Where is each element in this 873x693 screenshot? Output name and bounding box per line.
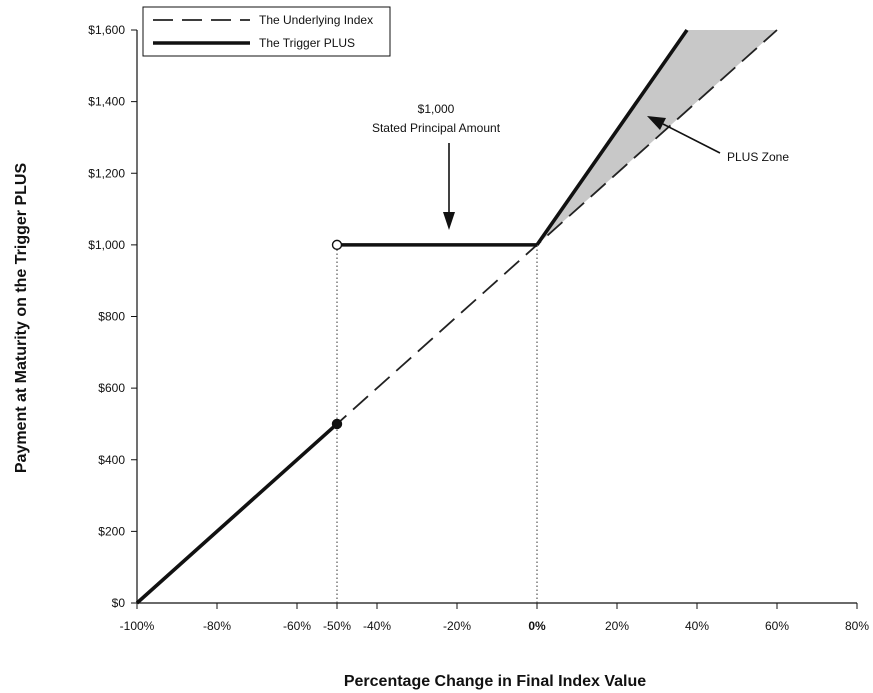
principal-amount-label: $1,000 bbox=[418, 102, 455, 116]
y-tick-label: $1,600 bbox=[88, 23, 125, 37]
filled-marker bbox=[331, 418, 343, 430]
legend-label-underlying-index: The Underlying Index bbox=[259, 13, 373, 27]
y-tick-label: $600 bbox=[98, 381, 125, 395]
y-tick-label: $200 bbox=[98, 524, 125, 538]
x-tick-label: 20% bbox=[605, 619, 629, 633]
y-tick-label: $1,200 bbox=[88, 166, 125, 180]
legend: The Underlying Index The Trigger PLUS bbox=[142, 6, 391, 57]
plus-zone-arrow-head bbox=[647, 116, 666, 130]
underlying-index-line bbox=[136, 29, 778, 604]
x-tick-label: -20% bbox=[443, 619, 471, 633]
trigger-plus-segment bbox=[135, 422, 339, 605]
y-tick-label: $0 bbox=[112, 596, 126, 610]
plus-zone-arrow-shaft bbox=[662, 123, 721, 154]
y-tick-label: $1,000 bbox=[88, 238, 125, 252]
plus-zone-label: PLUS Zone bbox=[727, 150, 789, 164]
legend-box bbox=[142, 6, 391, 57]
y-tick-label: $800 bbox=[98, 310, 125, 324]
x-tick-label: -50% bbox=[323, 619, 351, 633]
x-tick-label: 80% bbox=[845, 619, 869, 633]
open-marker bbox=[331, 239, 343, 251]
x-axis-title: Percentage Change in Final Index Value bbox=[344, 673, 646, 690]
marker-layer bbox=[331, 239, 343, 430]
x-tick-label: 0% bbox=[528, 619, 546, 633]
legend-label-trigger-plus: The Trigger PLUS bbox=[259, 36, 355, 50]
plus-zone-annotation: PLUS Zone bbox=[647, 116, 789, 164]
x-ticks: -100% -80% -60% -50% -40% -20% 0% 20% 40% 60% 80% bbox=[120, 603, 869, 633]
y-ticks: $0 $200 $400 $600 $800 $1,000 $1,200 $1,400 $1,6… bbox=[88, 23, 137, 610]
x-tick-label: 60% bbox=[765, 619, 789, 633]
principal-description-label: Stated Principal Amount bbox=[372, 121, 501, 135]
principal-arrow-head bbox=[443, 212, 455, 230]
x-tick-label: -40% bbox=[363, 619, 391, 633]
series-layer bbox=[135, 28, 778, 605]
principal-annotation: $1,000 Stated Principal Amount bbox=[372, 102, 501, 230]
y-tick-label: $1,400 bbox=[88, 95, 125, 109]
x-tick-label: -60% bbox=[283, 619, 311, 633]
trigger-plus-segment bbox=[535, 28, 689, 246]
y-axis-title: Payment at Maturity on the Trigger PLUS bbox=[13, 163, 30, 474]
x-tick-label: -80% bbox=[203, 619, 231, 633]
y-tick-label: $400 bbox=[98, 453, 125, 467]
x-tick-label: 40% bbox=[685, 619, 709, 633]
x-tick-label: -100% bbox=[120, 619, 155, 633]
